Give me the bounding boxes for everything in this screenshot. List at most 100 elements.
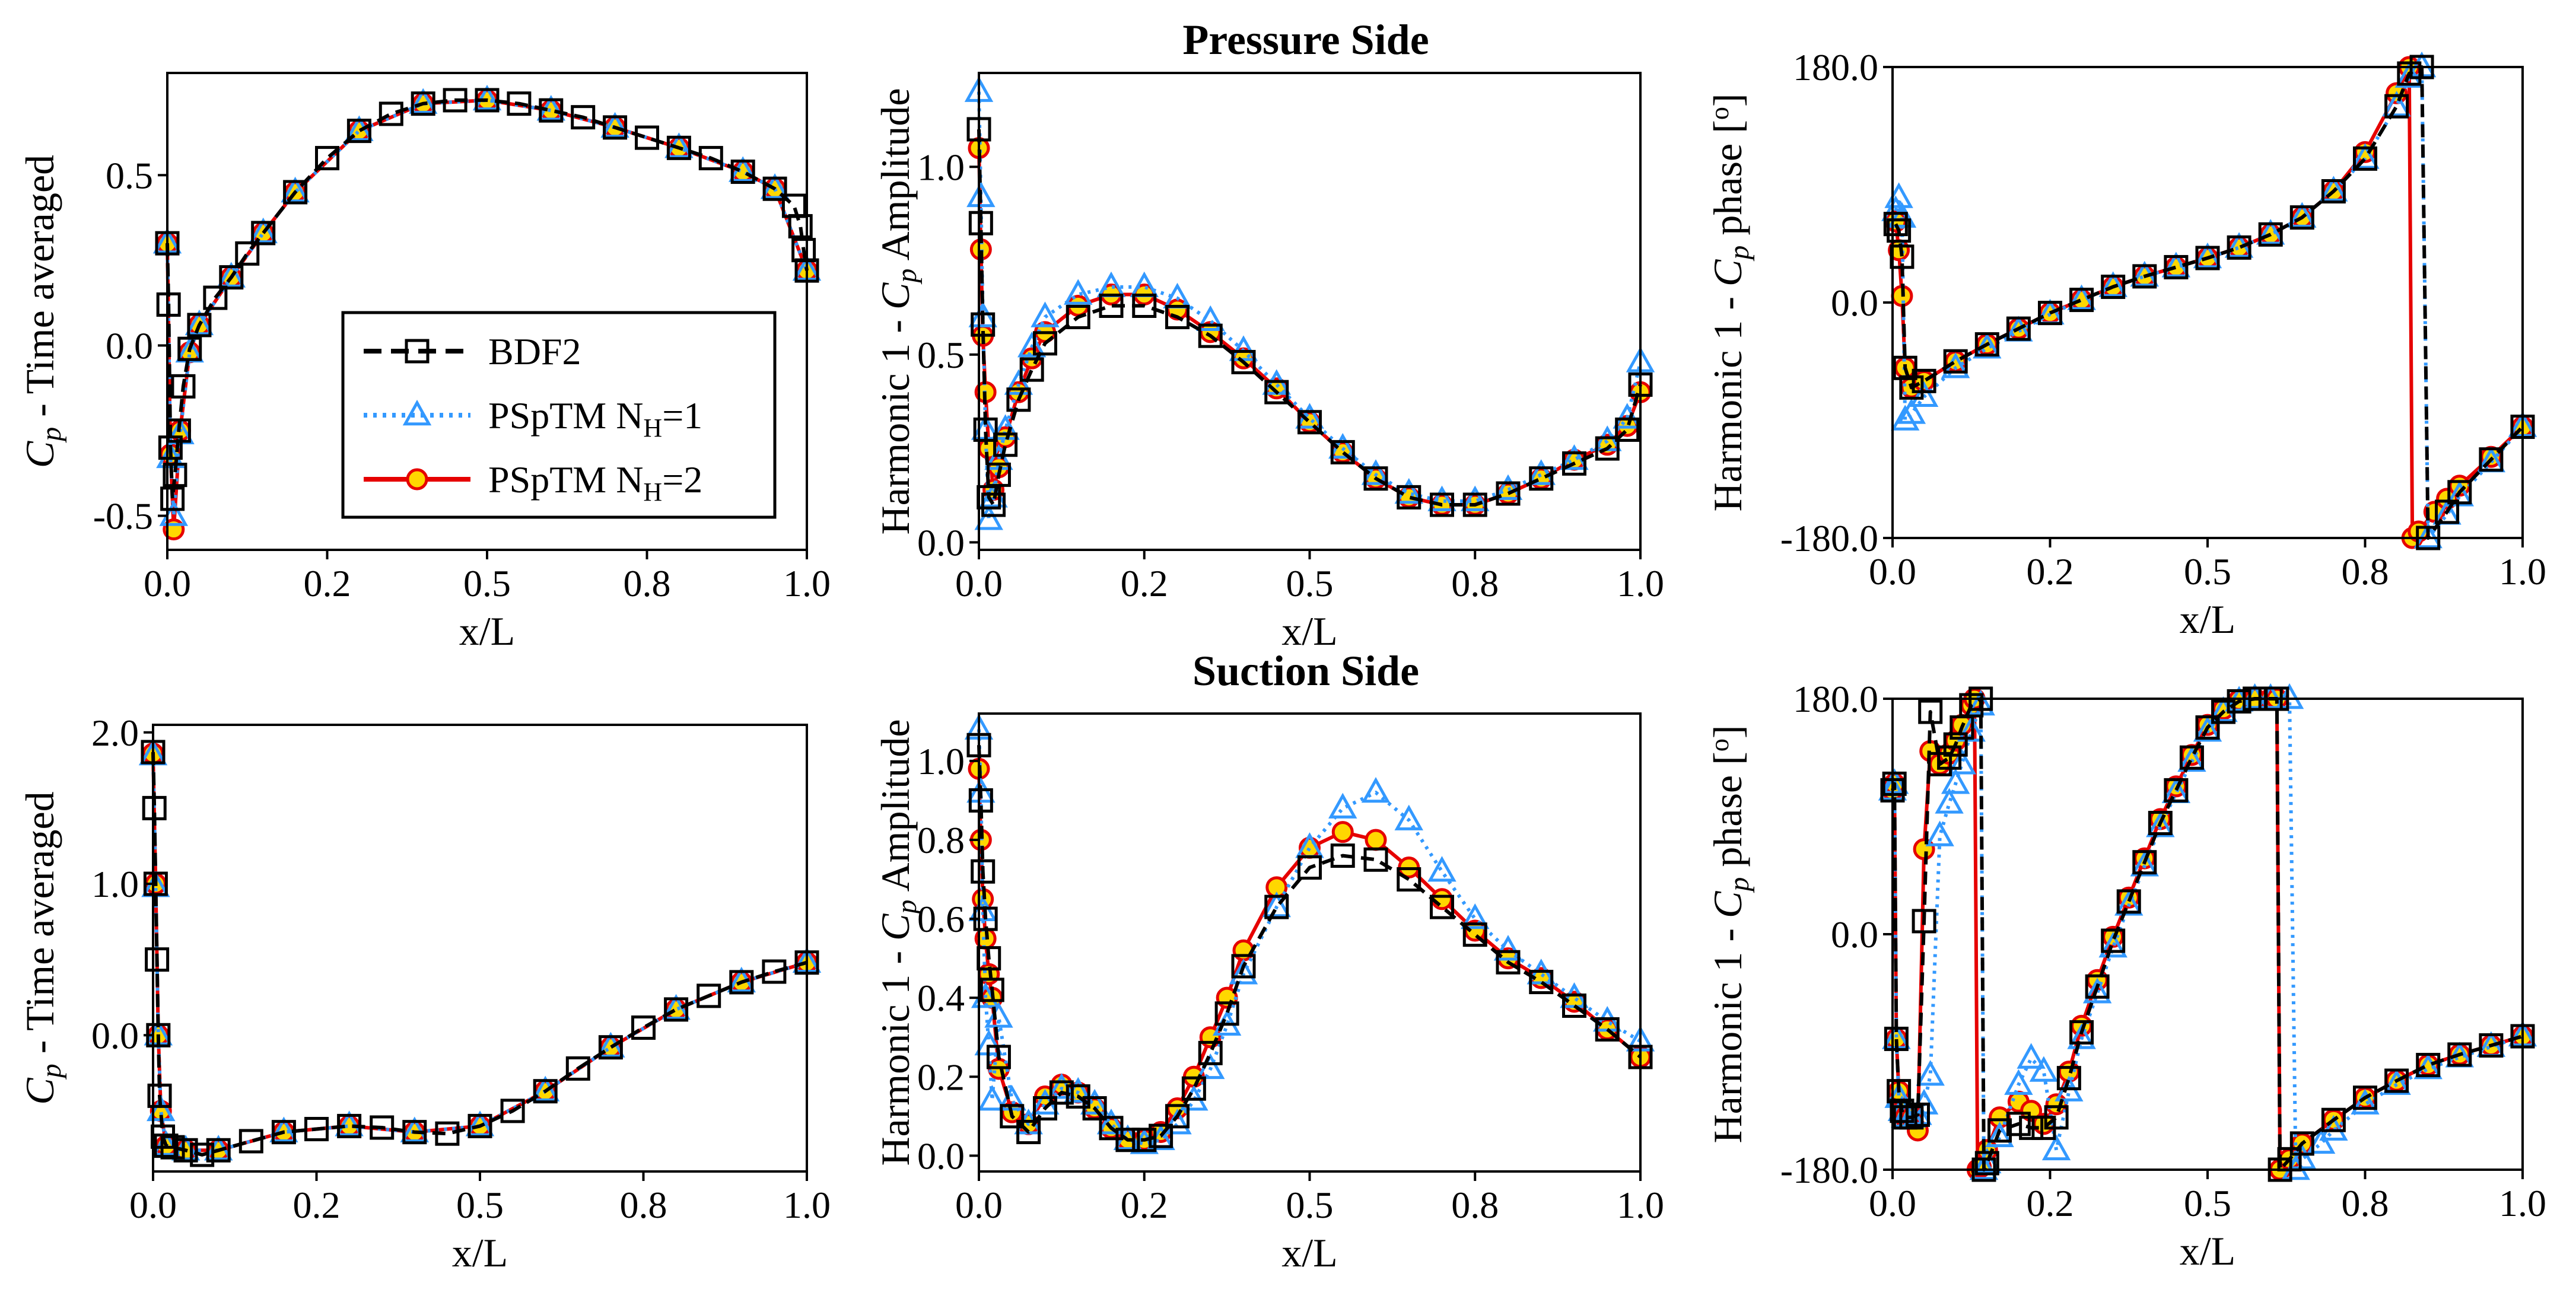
point-bdf2	[1016, 1119, 1041, 1144]
point-nh1	[1031, 301, 1060, 327]
point-nh1	[1361, 776, 1391, 803]
point-nh1	[1328, 792, 1357, 819]
y-tick-label: 180.0	[1793, 46, 1878, 88]
point-bdf2	[1943, 732, 1968, 757]
point-bdf2	[1165, 304, 1190, 329]
point-nh1	[2288, 1144, 2317, 1170]
y-axis-label: Harmonic 1 - Cp Amplitude	[873, 719, 923, 1166]
series-group	[152, 84, 822, 541]
chart-ss_amp: 0.0 0.2 0.5 0.8 1.0 0.0 0.2 0.4 0.6 0.8 1.0 x/L Harm…	[873, 712, 1664, 1275]
point-bdf2	[1198, 323, 1223, 348]
point-bdf2	[203, 285, 228, 310]
point-nh1	[1493, 474, 1523, 500]
x-tick-label: 0.8	[624, 562, 671, 604]
point-bdf2	[666, 135, 691, 160]
point-nh1	[1064, 279, 1093, 305]
point-nh1	[1361, 459, 1391, 485]
legend: BDF2 PSpTM NH=1 PSpTM NH=2	[341, 311, 777, 519]
point-nh1	[2029, 1056, 2059, 1082]
y-tick-label: 180.0	[1793, 678, 1878, 720]
point-bdf2	[147, 1083, 172, 1108]
point-bdf2	[2289, 205, 2314, 230]
point-bdf2	[1974, 1151, 1999, 1176]
point-nh1	[2445, 480, 2475, 507]
point-bdf2	[1033, 1096, 1057, 1121]
point-bdf2	[1330, 843, 1355, 868]
point-nh2	[1431, 888, 1453, 910]
point-bdf2	[697, 983, 721, 1008]
point-bdf2	[235, 241, 260, 266]
point-bdf2	[2179, 745, 2204, 770]
y-axis-label: Harmonic 1 - Cp Amplitude	[873, 88, 923, 534]
x-tick-label: 0.0	[1869, 1182, 1916, 1224]
chart-ps_mean: 0.0 0.2 0.5 0.8 1.0 -0.5 0.0 0.5 x/L Cp - Time av…	[17, 72, 831, 654]
point-bdf2	[142, 795, 167, 820]
y-tick-label: 0.0	[917, 1135, 965, 1177]
point-bdf2	[1397, 485, 1421, 510]
point-bdf2	[1000, 1104, 1025, 1129]
chart-ps_amp: 0.0 0.2 0.5 0.8 1.0 0.0 0.5 1.0 x/L Harmonic 1 - …	[873, 72, 1664, 654]
series-line-bdf2	[1894, 65, 2524, 540]
point-bdf2	[160, 1135, 185, 1160]
series-line-nh1	[1891, 697, 2523, 1171]
point-nh1	[1004, 369, 1033, 395]
point-nh1	[984, 1002, 1013, 1028]
x-tick-label: 0.5	[456, 1184, 504, 1226]
point-nh1	[966, 181, 996, 208]
point-bdf2	[1049, 1080, 1074, 1105]
point-bdf2	[993, 432, 1018, 457]
point-nh1	[2146, 811, 2175, 838]
point-nh2	[1331, 821, 1354, 843]
point-nh1	[1394, 477, 1423, 504]
point-bdf2	[1165, 1104, 1190, 1129]
point-nh1	[1560, 444, 1589, 470]
y-tick-label: 1.0	[917, 740, 965, 782]
point-bdf2	[1462, 922, 1487, 947]
point-bdf2	[160, 486, 185, 511]
point-nh2	[1365, 829, 1387, 851]
point-bdf2	[1198, 1040, 1223, 1065]
point-nh1	[465, 1110, 495, 1136]
point-nh1	[1461, 485, 1490, 511]
point-bdf2	[664, 997, 689, 1022]
point-bdf2	[2321, 1107, 2346, 1132]
point-bdf2	[1264, 380, 1289, 405]
point-bdf2	[2101, 275, 2126, 300]
y-tick-label: -0.5	[93, 495, 153, 537]
point-bdf2	[2116, 889, 2141, 914]
series-line-bdf2	[977, 129, 1642, 507]
point-bdf2	[1006, 387, 1031, 412]
x-tick-label: 1.0	[783, 562, 831, 604]
point-bdf2	[435, 1121, 460, 1146]
point-nh1	[2306, 1128, 2336, 1154]
x-axis-label: x/L	[2180, 1228, 2235, 1273]
point-nh1	[2351, 1088, 2380, 1115]
x-axis-label: x/L	[1281, 609, 1337, 654]
legend-label: PSpTM NH=1	[488, 394, 702, 442]
point-bdf2	[190, 1142, 215, 1167]
point-nh1	[408, 88, 438, 114]
point-bdf2	[145, 947, 170, 972]
point-bdf2	[1082, 1096, 1107, 1121]
series-group	[1881, 51, 2537, 550]
point-bdf2	[1132, 1128, 1157, 1152]
point-bdf2	[1595, 436, 1620, 461]
point-bdf2	[402, 1120, 427, 1145]
series-group	[1878, 683, 2537, 1182]
plots-layer: 0.0 0.2 0.5 0.8 1.0-0.50.00.5x/LCp - Time av…	[17, 46, 2546, 1275]
legend-entry-bdf2: BDF2	[364, 330, 581, 372]
point-bdf2	[730, 160, 755, 184]
point-bdf2	[2132, 850, 2157, 875]
point-bdf2	[1231, 954, 1256, 979]
point-nh1	[2067, 1023, 2096, 1049]
point-bdf2	[762, 959, 787, 984]
y-tick-label: 1.0	[91, 863, 139, 905]
point-bdf2	[1562, 451, 1586, 476]
point-bdf2	[2416, 1053, 2441, 1078]
point-nh1	[974, 504, 1003, 530]
point-nh1	[530, 1075, 560, 1101]
point-nh1	[1427, 856, 1456, 882]
point-bdf2	[475, 88, 500, 113]
y-axis-label: Harmonic 1 - Cp phase [o]	[1705, 93, 1755, 511]
x-tick-label: 1.0	[2499, 1182, 2546, 1224]
